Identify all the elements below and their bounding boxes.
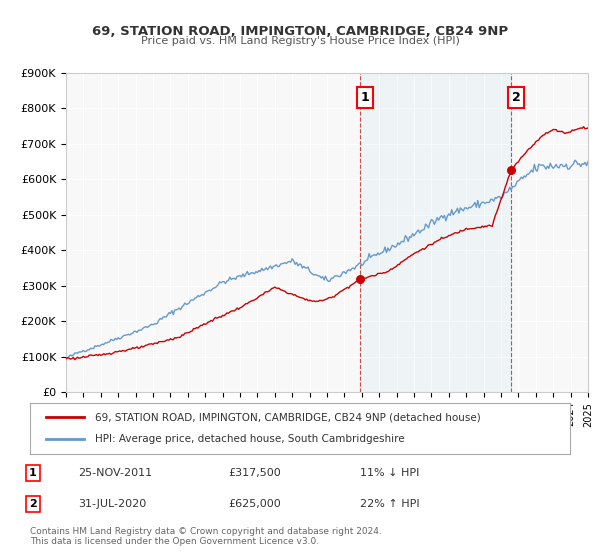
- Text: 31-JUL-2020: 31-JUL-2020: [78, 499, 146, 509]
- Text: 2: 2: [29, 499, 37, 509]
- Text: £317,500: £317,500: [228, 468, 281, 478]
- Text: Price paid vs. HM Land Registry's House Price Index (HPI): Price paid vs. HM Land Registry's House …: [140, 36, 460, 46]
- Text: Contains HM Land Registry data © Crown copyright and database right 2024.
This d: Contains HM Land Registry data © Crown c…: [30, 526, 382, 546]
- Text: 69, STATION ROAD, IMPINGTON, CAMBRIDGE, CB24 9NP (detached house): 69, STATION ROAD, IMPINGTON, CAMBRIDGE, …: [95, 412, 481, 422]
- Text: 2: 2: [512, 91, 521, 104]
- Text: £625,000: £625,000: [228, 499, 281, 509]
- Text: 69, STATION ROAD, IMPINGTON, CAMBRIDGE, CB24 9NP: 69, STATION ROAD, IMPINGTON, CAMBRIDGE, …: [92, 25, 508, 38]
- Text: 1: 1: [361, 91, 370, 104]
- Text: 22% ↑ HPI: 22% ↑ HPI: [360, 499, 419, 509]
- Text: 1: 1: [29, 468, 37, 478]
- Point: [506, 166, 516, 175]
- Text: HPI: Average price, detached house, South Cambridgeshire: HPI: Average price, detached house, Sout…: [95, 435, 404, 445]
- Point: [355, 275, 365, 284]
- Text: 11% ↓ HPI: 11% ↓ HPI: [360, 468, 419, 478]
- Bar: [360, 73, 511, 392]
- Text: 25-NOV-2011: 25-NOV-2011: [78, 468, 152, 478]
